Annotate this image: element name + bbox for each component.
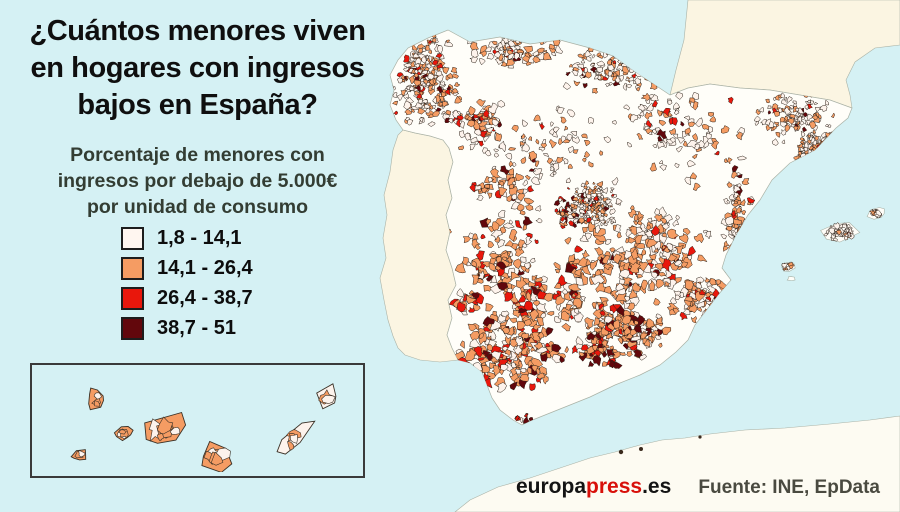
- legend-swatch: [121, 226, 144, 250]
- source-attribution: Fuente: INE, EpData: [698, 477, 880, 498]
- canary-island-lanzarote: [316, 383, 337, 410]
- canary-island-gran-canaria: [201, 440, 233, 472]
- legend-swatch: [121, 316, 144, 340]
- coastal-enclave-dot: [618, 449, 624, 455]
- europapress-logo: europapress.es: [516, 475, 671, 499]
- subtitle-line: ingresos por debajo de 5.000€: [57, 170, 338, 192]
- subtitle-line: Porcentaje de menores con: [70, 144, 325, 166]
- canary-island-la-gomera: [113, 426, 134, 442]
- legend-label: 38,7 - 51: [157, 316, 236, 339]
- legend-label: 14,1 - 26,4: [157, 256, 253, 279]
- legend-label: 1,8 - 14,1: [157, 226, 242, 249]
- legend-swatch: [121, 286, 144, 310]
- legend-item: 26,4 - 38,7: [121, 286, 253, 310]
- island-municipalities-layer: [781, 208, 882, 271]
- legend: 1,8 - 14,1 14,1 - 26,4 26,4 - 38,7 38,7 - 5…: [121, 226, 253, 346]
- canary-islands-inset: [30, 363, 365, 478]
- brand-part-press: press: [586, 475, 643, 498]
- brand-part-es: .es: [642, 475, 672, 498]
- coastal-enclave-dot: [639, 447, 643, 451]
- canary-island-la-palma: [88, 387, 104, 411]
- legend-label: 26,4 - 38,7: [157, 286, 253, 309]
- canary-island-fuerteventura: [276, 420, 316, 455]
- brand-part-europa: europa: [516, 475, 587, 498]
- title-line: ¿Cuántos menores viven: [29, 15, 366, 47]
- canary-islands-map: [32, 365, 363, 472]
- canary-island-tenerife: [144, 411, 187, 444]
- title-line: en hogares con ingresos: [30, 52, 365, 84]
- africa-land: [454, 415, 900, 512]
- title-line: bajos en España?: [77, 89, 318, 121]
- canary-island-el-hierro: [70, 449, 87, 461]
- legend-item: 1,8 - 14,1: [121, 226, 253, 250]
- page-title: ¿Cuántos menores viven en hogares con in…: [0, 13, 395, 124]
- subtitle: Porcentaje de menores con ingresos por d…: [0, 142, 395, 220]
- legend-item: 14,1 - 26,4: [121, 256, 253, 280]
- coastal-enclave-dot: [698, 435, 702, 439]
- legend-item: 38,7 - 51: [121, 316, 253, 340]
- subtitle-line: por unidad de consumo: [86, 196, 308, 218]
- legend-swatch: [121, 256, 144, 280]
